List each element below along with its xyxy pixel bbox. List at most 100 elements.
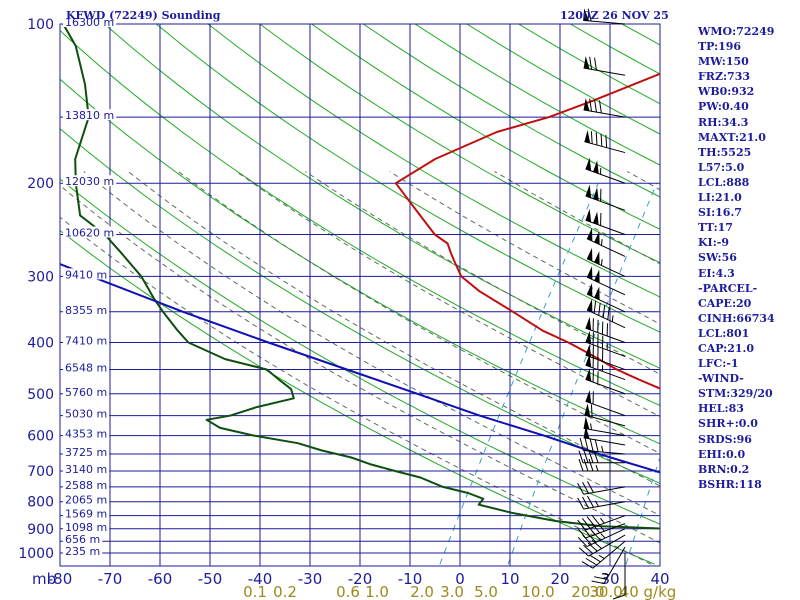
moist-adiabat-line (127, 171, 660, 487)
index-line: TH:5525 (698, 145, 752, 159)
index-line: MW:150 (698, 55, 749, 69)
moist-adiabat-line (60, 184, 660, 544)
temperature-profile (394, 72, 660, 390)
height-label: 4353 m (65, 428, 107, 441)
barb-flag (594, 99, 597, 113)
barb-half-flag (611, 315, 614, 322)
barb-pennant (585, 157, 592, 171)
barb-pennant (586, 227, 593, 242)
height-label: 9410 m (65, 268, 107, 281)
barb-half-flag (598, 554, 605, 559)
index-line: SW:56 (698, 251, 737, 265)
barb-flag (588, 450, 594, 463)
barb-flag (577, 519, 586, 531)
barb-staff (586, 309, 626, 329)
barb-pennant (586, 247, 593, 262)
index-line: -PARCEL- (698, 281, 758, 295)
barb-flag (587, 481, 594, 493)
wind-barb (585, 316, 626, 343)
wind-barb (612, 553, 626, 600)
index-line: LCL:801 (698, 326, 750, 340)
wind-barb (579, 437, 626, 455)
barb-staff (583, 19, 626, 25)
mixing-ratio-line (439, 183, 599, 565)
height-label: 13810 m (65, 109, 114, 122)
barb-pennant (584, 130, 591, 144)
barb-flag (589, 56, 593, 70)
pressure-temperature-grid (59, 23, 661, 567)
temperature-label: -60 (148, 570, 173, 588)
wind-barb (583, 416, 626, 437)
moist-adiabat-line (60, 216, 652, 565)
barb-pennant (585, 390, 592, 404)
barb-pennant (594, 286, 600, 300)
index-line: LCL:888 (698, 175, 750, 189)
mixing-ratio-label: 3.0 (440, 583, 464, 600)
pressure-label: 700 (27, 464, 54, 480)
barb-half-flag (594, 500, 599, 507)
barb-flag (591, 539, 602, 549)
wind-barbs (577, 8, 626, 600)
index-line: L57:5.0 (698, 160, 745, 174)
barb-staff (583, 437, 626, 446)
stability-indices-panel: WMO:72249 TP:196 MW:150 FRZ:733 WB0:932 PW:0.… (698, 24, 800, 492)
wind-barb (585, 184, 626, 211)
barb-flag (579, 437, 584, 451)
wind-barb (591, 546, 626, 585)
dry-adiabat-line (60, 29, 660, 407)
temperature-label: -30 (298, 570, 323, 588)
temperature-label: 10 (500, 570, 519, 588)
height-label: 7410 m (65, 334, 107, 347)
mixing-ratio-label: 30.0 (589, 583, 622, 600)
dry-adiabat-line (60, 78, 660, 445)
barb-pennant (585, 316, 592, 331)
barb-flag (577, 527, 586, 539)
barb-staff (585, 219, 626, 235)
index-line: SI:16.7 (698, 206, 742, 220)
pressure-unit-label: mb (32, 570, 56, 588)
wind-barb (585, 390, 626, 417)
barb-staff (585, 364, 626, 381)
barb-flag (587, 542, 598, 552)
barb-flag (589, 554, 601, 563)
height-label: 10620 m (65, 227, 114, 240)
index-line: LI:21.0 (698, 191, 742, 205)
barb-pennant (585, 368, 592, 382)
wind-barb (578, 458, 625, 472)
barb-staff (584, 414, 626, 427)
height-label: 16300 m (65, 16, 114, 29)
index-line: RH:34.3 (698, 115, 749, 129)
barb-flag (577, 537, 588, 547)
barb-flag (599, 100, 602, 114)
temperature-label: -70 (98, 570, 123, 588)
barb-half-flag (595, 464, 599, 472)
mixing-ratio-label: 1.0 (365, 583, 389, 600)
height-label-bg (63, 16, 117, 27)
mixing-ratio-label: 10.0 (521, 583, 554, 600)
barb-half-flag (600, 259, 603, 266)
barb-staff (585, 327, 626, 343)
wind-barb (583, 98, 626, 118)
barb-flag (594, 57, 597, 71)
index-line: CAPE:20 (698, 296, 752, 310)
height-label: 656 m (65, 533, 100, 546)
barb-flag (590, 131, 593, 144)
barb-flag (582, 481, 590, 494)
barb-flag (590, 404, 593, 418)
barb-staff (584, 141, 626, 154)
index-line: TT:17 (698, 221, 733, 235)
barb-flag (577, 497, 585, 510)
pressure-label: 600 (27, 429, 54, 445)
barb-flag (583, 544, 594, 554)
barb-staff (585, 515, 626, 531)
barb-staff (585, 400, 626, 417)
height-label-bg (63, 334, 110, 346)
barb-flag (605, 134, 608, 148)
barb-pennant (593, 160, 599, 174)
barb-flag (591, 514, 601, 526)
wind-barb (586, 227, 626, 257)
barb-staff (583, 67, 626, 76)
dry-adiabat-line (104, 24, 660, 369)
height-label-bg (63, 533, 103, 545)
